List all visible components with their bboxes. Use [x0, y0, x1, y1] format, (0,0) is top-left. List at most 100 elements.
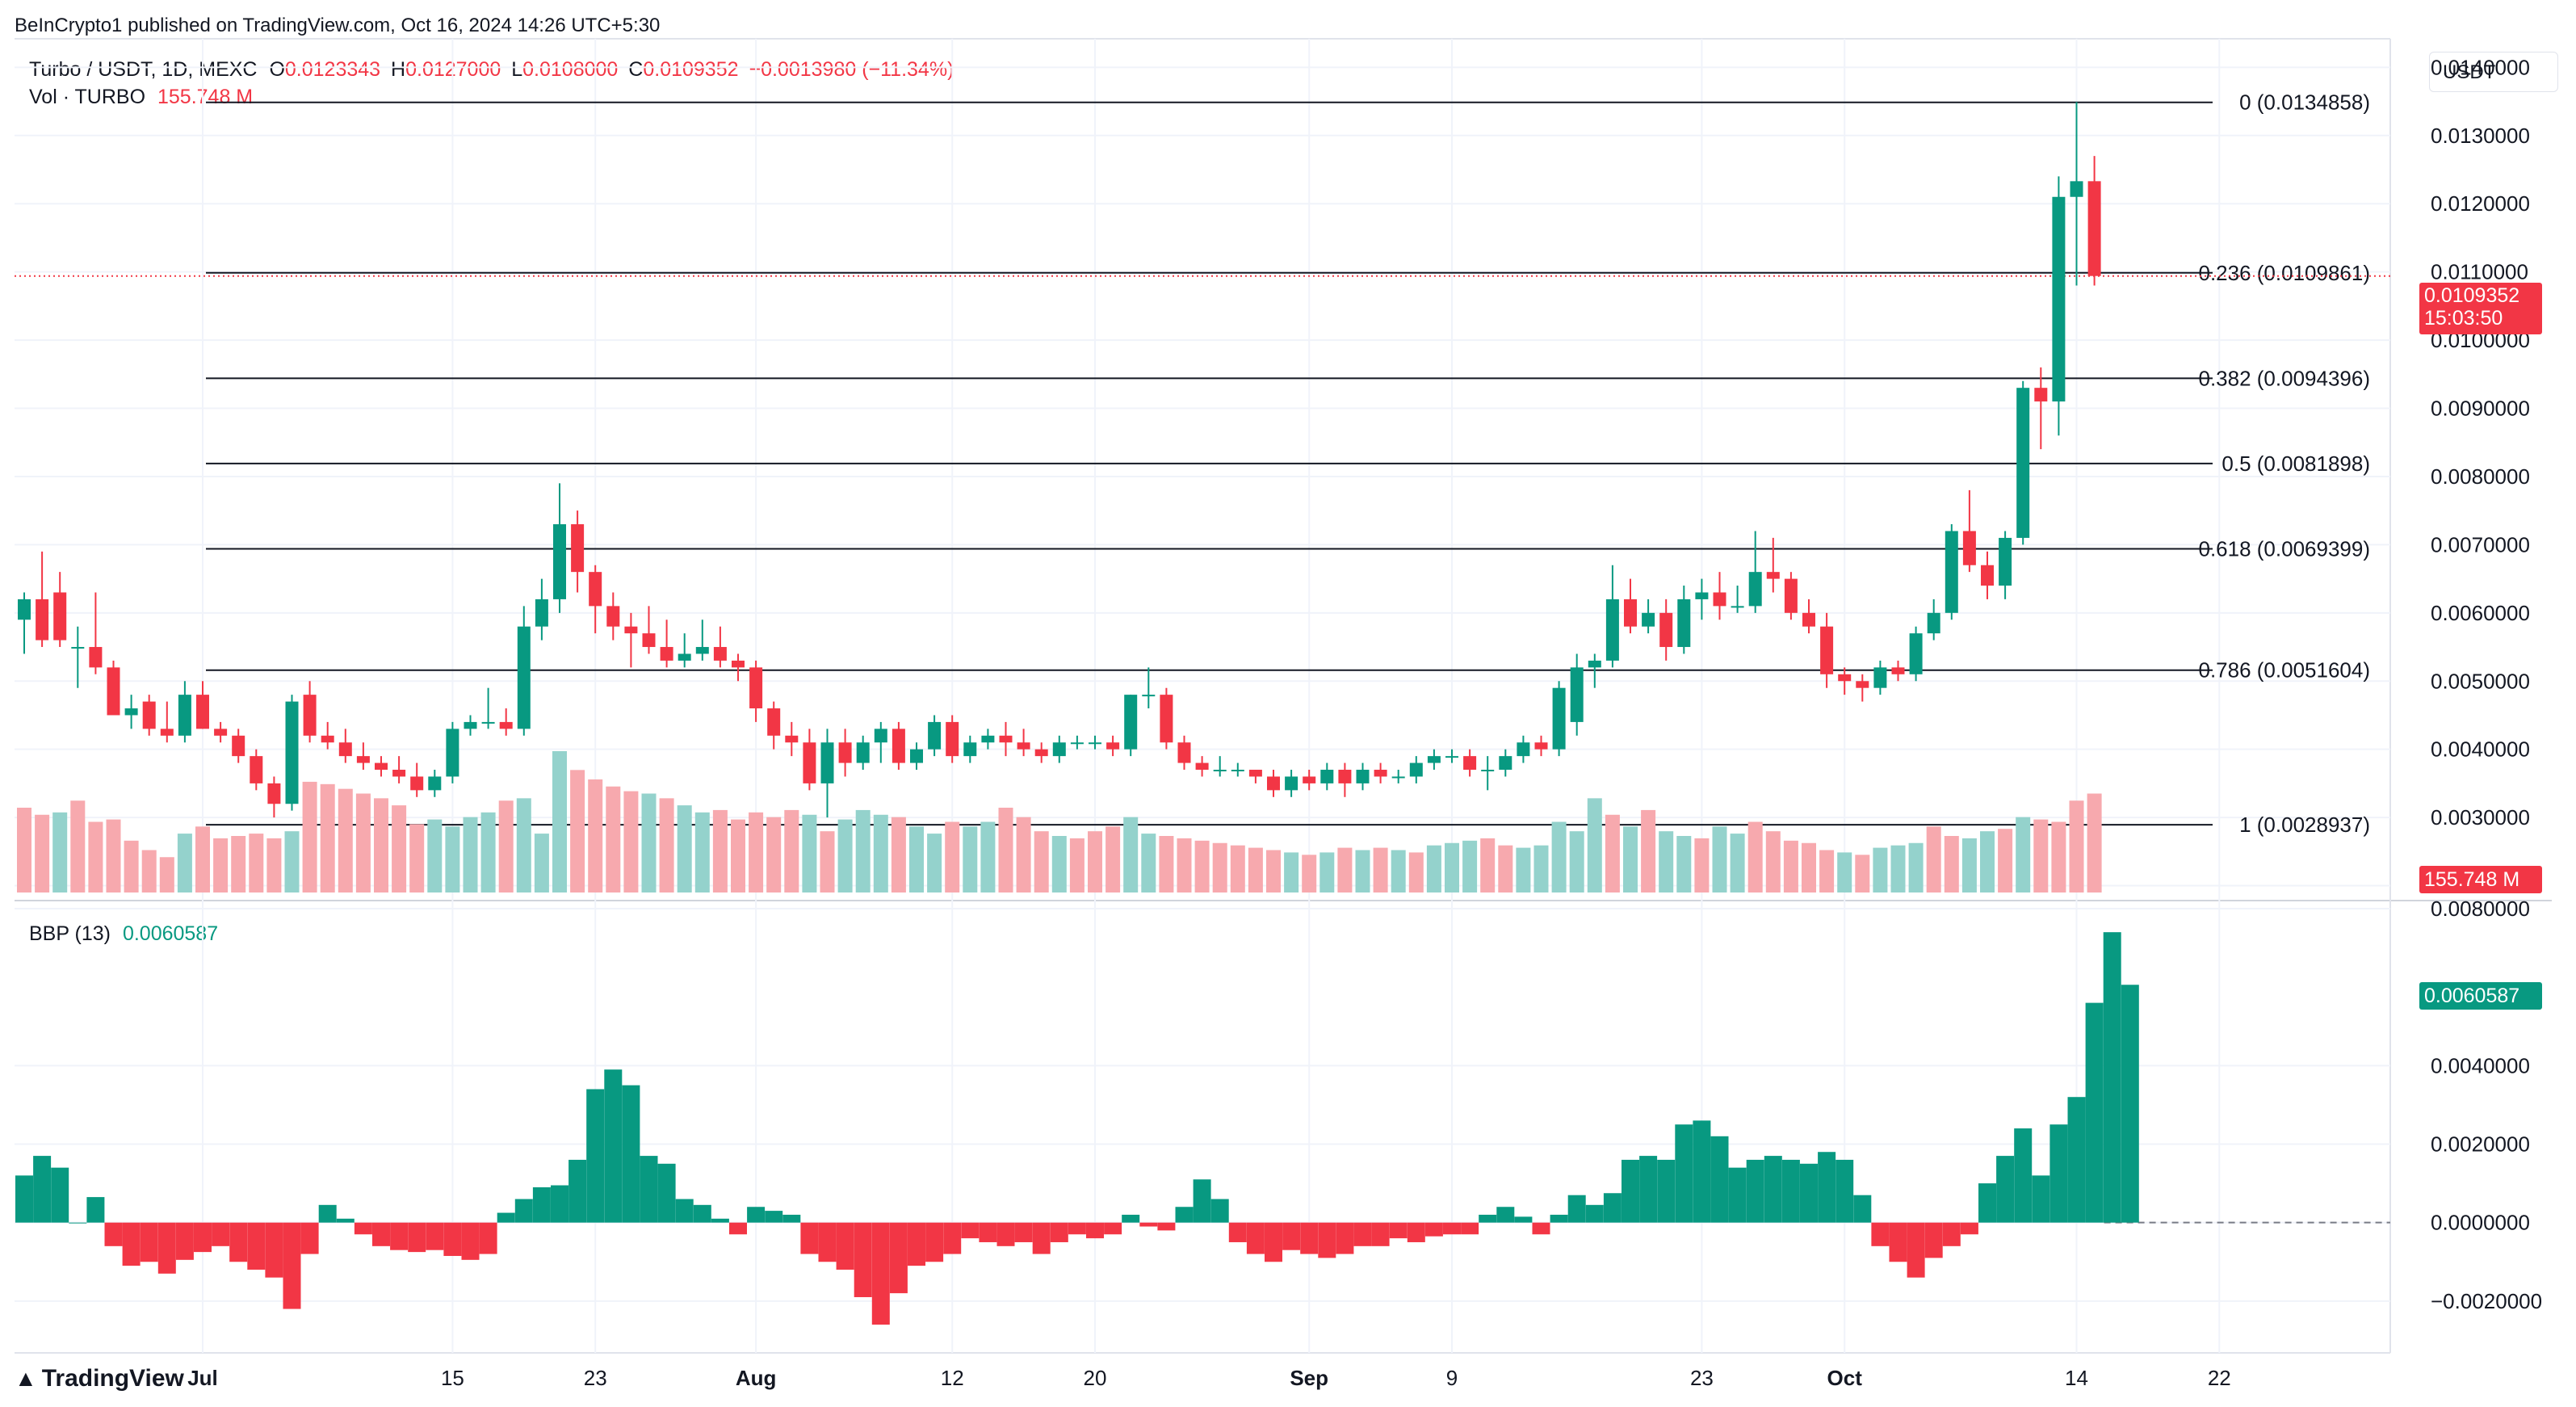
publisher-line: BeInCrypto1 published on TradingView.com…: [15, 15, 661, 36]
bbp-histogram: [15, 932, 2390, 1325]
bbp-y-tick-label: 0.0040000: [2431, 1053, 2530, 1077]
ohlc-open-label: O: [269, 58, 285, 81]
fib-level-label: 0.786 (0.0051604): [2198, 658, 2370, 682]
bbp-bar: [1889, 1222, 1907, 1262]
bbp-bar: [283, 1222, 301, 1309]
candle-body: [1820, 626, 1834, 674]
candle-body: [1731, 606, 1744, 608]
candle-body: [910, 749, 923, 763]
candle-body: [1748, 572, 1762, 607]
bbp-bar: [1461, 1222, 1479, 1235]
bbp-y-tick-label: −0.0020000: [2431, 1289, 2542, 1313]
fib-level-label: 0 (0.0134858): [2239, 90, 2370, 115]
candle-body: [1231, 770, 1244, 772]
y-tick-label: 0.0140000: [2431, 55, 2530, 79]
candle-body: [1552, 687, 1566, 750]
y-tick-label: 0.0130000: [2431, 124, 2530, 148]
candle-body: [624, 626, 638, 634]
bbp-bar: [854, 1222, 872, 1297]
volume-bar: [213, 838, 229, 892]
bbp-bar: [979, 1222, 997, 1242]
x-tick-label: 23: [584, 1366, 607, 1390]
volume-bar: [106, 819, 121, 892]
volume-bar: [2069, 800, 2084, 892]
bbp-bar: [1407, 1222, 1425, 1242]
bbp-bar: [372, 1222, 390, 1246]
bbp-bar: [1550, 1214, 1568, 1223]
fib-level-label: 0.618 (0.0069399): [2198, 536, 2370, 561]
volume-legend[interactable]: Vol · TURBO 155.748 M: [29, 86, 253, 109]
candle-body: [732, 660, 745, 668]
tradingview-logo[interactable]: ▲ TradingView: [15, 1365, 184, 1392]
candle-body: [2087, 181, 2101, 276]
candle-body: [1213, 770, 1227, 772]
bbp-bar: [765, 1211, 783, 1223]
volume-bar: [606, 786, 621, 892]
candle-body: [303, 695, 317, 736]
bbp-bar: [889, 1222, 908, 1294]
x-tick-label: 22: [2208, 1366, 2231, 1390]
volume-bar: [1802, 842, 1816, 892]
candle-body: [856, 742, 870, 763]
candle-body: [392, 770, 406, 777]
bbp-bar: [1532, 1222, 1550, 1235]
volume-bar: [88, 821, 103, 892]
bbp-bar: [1122, 1214, 1140, 1223]
bbp-bar: [1907, 1222, 1925, 1278]
candle-body: [53, 592, 67, 640]
candle-body: [410, 776, 424, 791]
bbp-bar: [354, 1222, 372, 1235]
candle-body: [874, 729, 887, 743]
candle-body: [803, 742, 816, 783]
volume-bar: [409, 824, 425, 892]
volume-bar: [1391, 850, 1406, 892]
volume-bar: [1051, 836, 1067, 892]
volume-bar: [749, 812, 764, 892]
volume-bar: [1908, 842, 1924, 892]
bbp-bar: [1853, 1195, 1872, 1223]
bbp-bar: [1032, 1222, 1051, 1254]
candle-body: [18, 598, 31, 620]
volume-bar: [1641, 809, 1656, 892]
candle-body: [660, 647, 673, 661]
y-tick-label: 0.0090000: [2431, 397, 2530, 421]
candle-body: [1409, 762, 1423, 777]
volume-bar: [552, 751, 567, 892]
volume-bar: [1747, 821, 1763, 892]
candle-body: [267, 783, 281, 804]
ohlc-close-value: 0.0109352: [643, 58, 739, 81]
bbp-bar: [1193, 1179, 1211, 1223]
bbp-bar: [622, 1085, 640, 1223]
candle-body: [1267, 776, 1280, 791]
bbp-bar: [1818, 1152, 1836, 1223]
bbp-y-tick-label: 0.0000000: [2431, 1211, 2530, 1235]
volume-bar: [802, 814, 817, 892]
bbp-bar: [1318, 1222, 1336, 1258]
bbp-bar: [497, 1212, 515, 1223]
candle-body: [1642, 612, 1655, 627]
bbp-bar: [2121, 985, 2139, 1223]
bbp-bar: [1175, 1207, 1194, 1223]
volume-bar: [1266, 850, 1281, 892]
currency-button[interactable]: USDT: [2429, 52, 2558, 92]
bbp-bar: [818, 1222, 837, 1262]
volume-bar: [1159, 836, 1174, 892]
symbol-name[interactable]: Turbo / USDT, 1D, MEXC: [29, 58, 258, 81]
candle-body: [1891, 667, 1905, 674]
volume-bar: [1284, 852, 1299, 892]
volume-bar: [1855, 855, 1870, 892]
candle-body: [1981, 565, 1994, 586]
candle-body: [535, 598, 548, 627]
fib-level-label: 1 (0.0028937): [2239, 813, 2370, 837]
candle-body: [1052, 742, 1066, 757]
bbp-bar: [1836, 1159, 1854, 1223]
last-price-value: 0.0109352: [2424, 284, 2520, 307]
candle-body: [232, 735, 245, 757]
bbp-bar: [1443, 1222, 1461, 1235]
x-tick-label: 14: [2065, 1366, 2088, 1390]
volume-bar: [1302, 855, 1317, 892]
bbp-bar: [1424, 1222, 1443, 1237]
candle-body: [1695, 592, 1709, 599]
bbp-bar: [729, 1222, 747, 1235]
